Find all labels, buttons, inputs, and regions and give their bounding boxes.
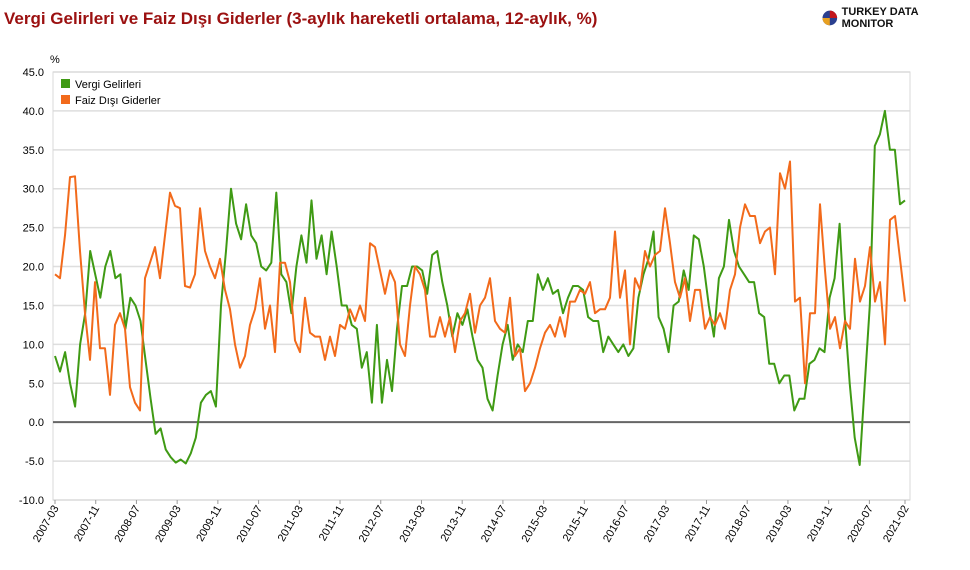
x-tick-label: 2020-07 <box>845 504 876 545</box>
x-tick-label: 2007-03 <box>31 504 62 545</box>
x-tick-label: 2011-03 <box>276 504 306 544</box>
y-tick-label: 45.0 <box>23 67 44 79</box>
x-tick-label: 2009-03 <box>153 504 184 545</box>
y-tick-label: 15.0 <box>23 300 44 312</box>
x-tick-label: 2011-11 <box>317 504 347 544</box>
legend: Vergi Gelirleri Faiz Dışı Giderler <box>61 79 161 107</box>
y-tick-label: -5.0 <box>25 456 44 468</box>
y-tick-label: 20.0 <box>23 262 44 274</box>
y-tick-label: -10.0 <box>19 495 44 507</box>
x-tick-label: 2017-03 <box>642 504 673 545</box>
x-tick-label: 2013-11 <box>439 504 469 544</box>
x-tick-label: 2018-07 <box>723 504 754 545</box>
x-tick-label: 2009-11 <box>194 504 224 544</box>
gridlines <box>53 71 910 501</box>
legend-label-faiz: Faiz Dışı Giderler <box>75 95 161 107</box>
x-tick-label: 2015-03 <box>520 504 551 545</box>
plot-frame <box>52 71 911 501</box>
y-tick-label: 30.0 <box>23 184 44 196</box>
legend-label-vergi: Vergi Gelirleri <box>75 79 141 91</box>
x-tick-label: 2016-07 <box>601 504 632 545</box>
legend-swatch-vergi <box>61 79 70 88</box>
y-tick-label: 40.0 <box>23 106 44 118</box>
brand-logo: TURKEY DATA MONITOR <box>822 6 970 30</box>
x-tick-label: 2014-07 <box>479 503 510 544</box>
legend-swatch-faiz <box>61 95 70 104</box>
series-lines <box>54 109 906 466</box>
y-tick-label: 10.0 <box>23 339 44 351</box>
y-tick-labels: 45.0 40.0 35.0 30.0 25.0 20.0 15.0 10.0 5.0 0.0 -5… <box>19 67 44 507</box>
series-line-faiz-disi-giderler <box>54 160 906 412</box>
x-tick-label: 2015-11 <box>561 504 591 544</box>
brand-name: TURKEY DATA MONITOR <box>841 6 919 30</box>
globe-icon <box>822 10 838 26</box>
x-tick-label: 2010-07 <box>235 504 266 545</box>
x-tick-label: 2007-11 <box>72 504 102 544</box>
x-tick-labels: 2007-03 2007-11 2008-07 2009-03 2009-11 2010-… <box>31 500 912 544</box>
x-tick-label: 2008-07 <box>112 504 143 545</box>
x-tick-label: 2019-03 <box>764 504 795 545</box>
chart-title: Vergi Gelirleri ve Faiz Dışı Giderler (3… <box>4 9 598 28</box>
y-tick-label: 25.0 <box>23 223 44 235</box>
x-tick-label: 2017-11 <box>683 504 713 544</box>
y-tick-label: 35.0 <box>23 145 44 157</box>
x-tick-label: 2013-03 <box>397 504 428 545</box>
y-tick-label: 0.0 <box>29 417 44 429</box>
x-tick-label: 2012-07 <box>357 504 388 545</box>
x-tick-label: 2021-02 <box>881 504 912 545</box>
x-tick-label: 2019-11 <box>805 504 835 544</box>
y-axis-label: % <box>50 54 60 66</box>
series-line-vergi-gelirleri <box>54 109 906 466</box>
y-tick-label: 5.0 <box>29 378 44 390</box>
